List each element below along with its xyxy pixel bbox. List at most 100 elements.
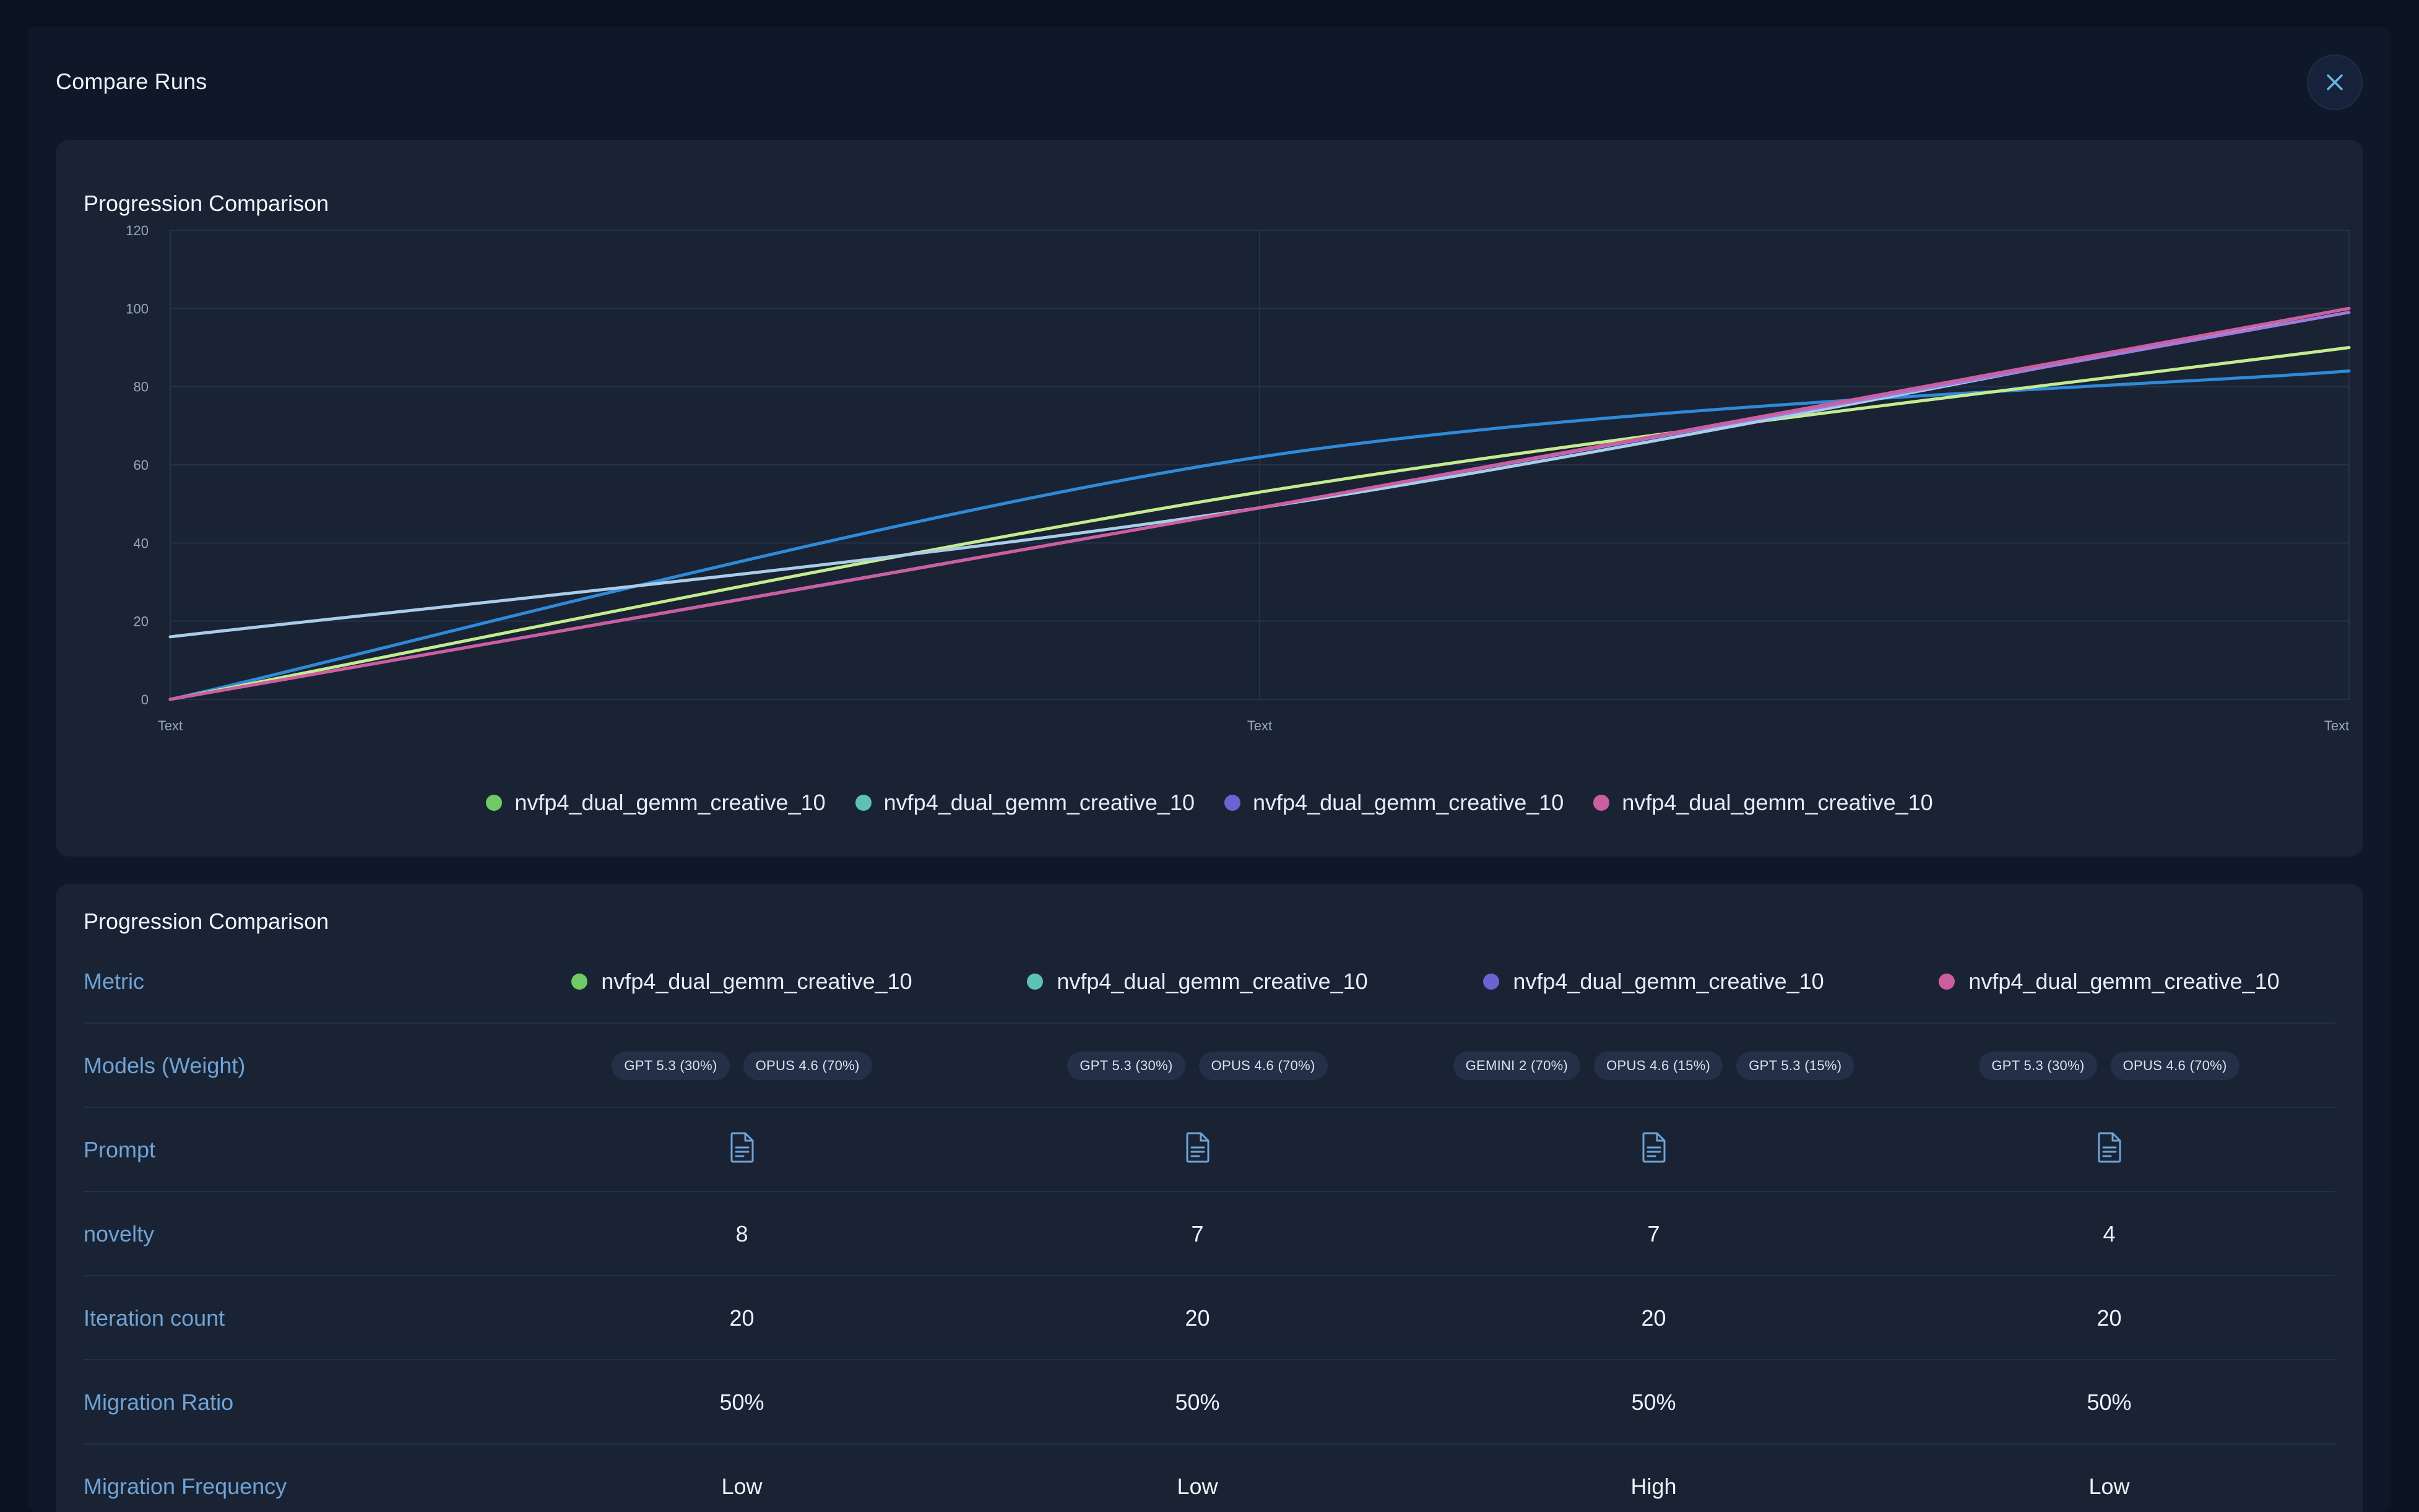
table-cell: 50% — [514, 1360, 970, 1445]
model-chip: GPT 5.3 (30%) — [612, 1052, 730, 1080]
metric-row: Migration Ratio 50% 50% 50% 50% — [84, 1360, 2335, 1445]
table-panel: Progression Comparison Metric nvfp4_dual_… — [56, 884, 2363, 1512]
metric-row: Migration Frequency Low Low High Low — [84, 1445, 2335, 1512]
metric-header: Metric — [84, 969, 144, 994]
run-color-dot — [1483, 974, 1500, 990]
metric-value: 4 — [2103, 1221, 2116, 1246]
metric-value: 50% — [1631, 1389, 1676, 1415]
model-chip: OPUS 4.6 (70%) — [2110, 1052, 2239, 1080]
metric-label: Migration Frequency — [84, 1474, 287, 1499]
metric-value: 20 — [2097, 1305, 2122, 1331]
legend-item[interactable]: nvfp4_dual_gemm_creative_10 — [1593, 790, 1933, 816]
model-chip: OPUS 4.6 (70%) — [1198, 1052, 1328, 1080]
table-panel-title: Progression Comparison — [84, 909, 329, 934]
table-cell: 8 — [514, 1192, 970, 1276]
table-cell: 4 — [1881, 1192, 2337, 1276]
table-cell: 20 — [1881, 1276, 2337, 1360]
table-cell — [1426, 1108, 1882, 1192]
metric-value: Low — [2088, 1474, 2130, 1499]
series-line-5 — [168, 306, 2351, 701]
legend-label: nvfp4_dual_gemm_creative_10 — [883, 790, 1195, 815]
metric-row: novelty 8 7 7 4 — [84, 1192, 2335, 1276]
y-tick-label: 20 — [134, 614, 149, 629]
chart-legend: nvfp4_dual_gemm_creative_10 nvfp4_dual_ge… — [56, 790, 2363, 816]
table-cell: High — [1426, 1445, 1882, 1512]
close-icon — [2327, 74, 2343, 90]
metric-row: Iteration count 20 20 20 20 — [84, 1276, 2335, 1360]
legend-item[interactable]: nvfp4_dual_gemm_creative_10 — [1224, 790, 1564, 816]
model-chip: GPT 5.3 (30%) — [1979, 1052, 2097, 1080]
legend-item[interactable]: nvfp4_dual_gemm_creative_10 — [486, 790, 826, 816]
run-name: nvfp4_dual_gemm_creative_10 — [601, 969, 912, 994]
table-cell: GPT 5.3 (30%) OPUS 4.6 (70%) — [969, 1024, 1426, 1108]
x-tick-label: Text — [2324, 718, 2349, 733]
run-name: nvfp4_dual_gemm_creative_10 — [1057, 969, 1368, 994]
document-icon[interactable] — [1184, 1131, 1211, 1169]
model-chip: GEMINI 2 (70%) — [1453, 1052, 1581, 1080]
prompt-row: Prompt — [84, 1108, 2335, 1192]
table-cell: 20 — [514, 1276, 970, 1360]
y-tick-label: 80 — [134, 379, 149, 395]
metric-value: 50% — [719, 1389, 764, 1415]
series-line-2 — [168, 346, 2351, 701]
y-tick-label: 120 — [126, 223, 149, 238]
x-tick-label: Text — [1247, 718, 1272, 733]
metric-label: Migration Ratio — [84, 1389, 234, 1415]
metric-value: Low — [721, 1474, 763, 1499]
legend-color-dot — [855, 795, 872, 811]
run-name: nvfp4_dual_gemm_creative_10 — [1968, 969, 2280, 994]
run-color-dot — [1939, 974, 1955, 990]
run-color-dot — [1027, 974, 1044, 990]
metric-value: 50% — [1175, 1389, 1220, 1415]
metric-value: 20 — [1641, 1305, 1666, 1331]
table-cell: 50% — [1881, 1360, 2337, 1445]
legend-color-dot — [486, 795, 503, 811]
metric-label: Models (Weight) — [84, 1053, 246, 1078]
metric-value: 50% — [2087, 1389, 2132, 1415]
metric-value: 8 — [735, 1221, 748, 1246]
table-header-row: Metric nvfp4_dual_gemm_creative_10 nvfp4_d… — [84, 940, 2335, 1024]
legend-color-dot — [1224, 795, 1240, 811]
progression-line-chart: 0 20 40 60 80 100 120 Text Text Text — [126, 223, 2351, 733]
document-icon[interactable] — [2096, 1131, 2123, 1169]
table-cell: Low — [1881, 1445, 2337, 1512]
series-line-1 — [168, 369, 2351, 701]
metric-value: Low — [1177, 1474, 1218, 1499]
table-cell: 7 — [1426, 1192, 1882, 1276]
y-tick-label: 0 — [141, 692, 149, 707]
run-color-dot — [571, 974, 588, 990]
model-chip: OPUS 4.6 (15%) — [1594, 1052, 1723, 1080]
run-header: nvfp4_dual_gemm_creative_10 — [1426, 940, 1882, 1024]
table-cell: Low — [514, 1445, 970, 1512]
models-row: Models (Weight) GPT 5.3 (30%) OPUS 4.6 (70… — [84, 1024, 2335, 1108]
table-cell: GPT 5.3 (30%) OPUS 4.6 (70%) — [1881, 1024, 2337, 1108]
run-name: nvfp4_dual_gemm_creative_10 — [1513, 969, 1824, 994]
document-icon[interactable] — [729, 1131, 756, 1169]
table-cell — [969, 1108, 1426, 1192]
document-icon[interactable] — [1640, 1131, 1668, 1169]
legend-label: nvfp4_dual_gemm_creative_10 — [1622, 790, 1933, 815]
model-chip: GPT 5.3 (15%) — [1736, 1052, 1854, 1080]
close-button[interactable] — [2307, 54, 2363, 110]
metric-label: Prompt — [84, 1137, 156, 1162]
table-cell: GPT 5.3 (30%) OPUS 4.6 (70%) — [514, 1024, 970, 1108]
run-header: nvfp4_dual_gemm_creative_10 — [1881, 940, 2337, 1024]
model-chip: GPT 5.3 (30%) — [1067, 1052, 1185, 1080]
table-cell: GEMINI 2 (70%) OPUS 4.6 (15%) GPT 5.3 (15%… — [1426, 1024, 1882, 1108]
modal-title: Compare Runs — [56, 69, 207, 94]
y-tick-label: 40 — [134, 535, 149, 551]
chart-panel-title: Progression Comparison — [84, 191, 329, 216]
table-cell: 7 — [969, 1192, 1426, 1276]
legend-color-dot — [1593, 795, 1610, 811]
legend-label: nvfp4_dual_gemm_creative_10 — [1253, 790, 1564, 815]
table-cell — [514, 1108, 970, 1192]
metric-value: 7 — [1647, 1221, 1660, 1246]
legend-item[interactable]: nvfp4_dual_gemm_creative_10 — [855, 790, 1195, 816]
table-cell: 50% — [969, 1360, 1426, 1445]
run-header: nvfp4_dual_gemm_creative_10 — [969, 940, 1426, 1024]
table-cell: 20 — [969, 1276, 1426, 1360]
table-cell — [1881, 1108, 2337, 1192]
table-cell: 50% — [1426, 1360, 1882, 1445]
metric-value: 20 — [1185, 1305, 1210, 1331]
run-header: nvfp4_dual_gemm_creative_10 — [514, 940, 970, 1024]
